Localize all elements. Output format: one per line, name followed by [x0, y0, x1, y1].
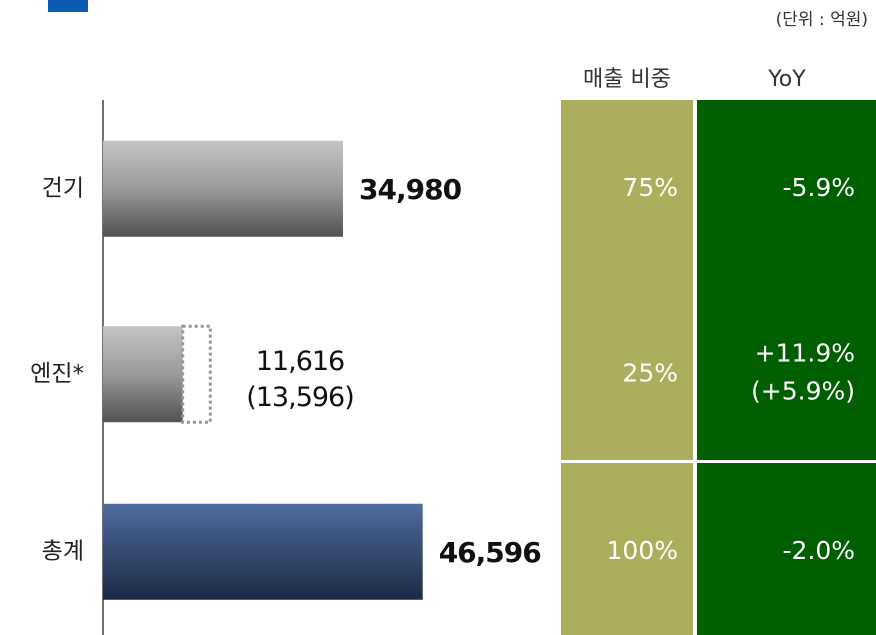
yoy-cell: [697, 285, 876, 460]
category-label: 건기: [42, 175, 84, 201]
share-cell: [561, 100, 693, 286]
share-label: 25%: [622, 358, 678, 387]
bar: [103, 140, 343, 237]
column-header: YoY: [767, 67, 806, 92]
yoy-sub-label: (+5.9%): [751, 376, 855, 405]
bar: [103, 503, 423, 600]
value-label: 46,596: [439, 536, 541, 569]
yoy-label: -5.9%: [782, 173, 855, 202]
share-cell: [561, 285, 693, 460]
title-marker: [48, 0, 88, 12]
share-label: 100%: [607, 536, 678, 565]
value-label: 11,616: [256, 346, 344, 377]
category-label: 총계: [42, 538, 84, 564]
value-label: (13,596): [246, 382, 354, 413]
bar: [103, 326, 183, 423]
yoy-label: -2.0%: [782, 536, 855, 565]
share-cell: [561, 463, 693, 635]
category-label: 엔진*: [30, 361, 84, 387]
yoy-cell: [697, 100, 876, 286]
share-label: 75%: [622, 173, 678, 202]
yoy-cell: [697, 463, 876, 635]
unit-note: (단위 : 억원): [776, 10, 868, 30]
secondary-bar: [181, 324, 212, 424]
column-header: 매출 비중: [583, 67, 671, 92]
value-label: 34,980: [359, 173, 462, 206]
yoy-label: +11.9%: [755, 338, 855, 367]
